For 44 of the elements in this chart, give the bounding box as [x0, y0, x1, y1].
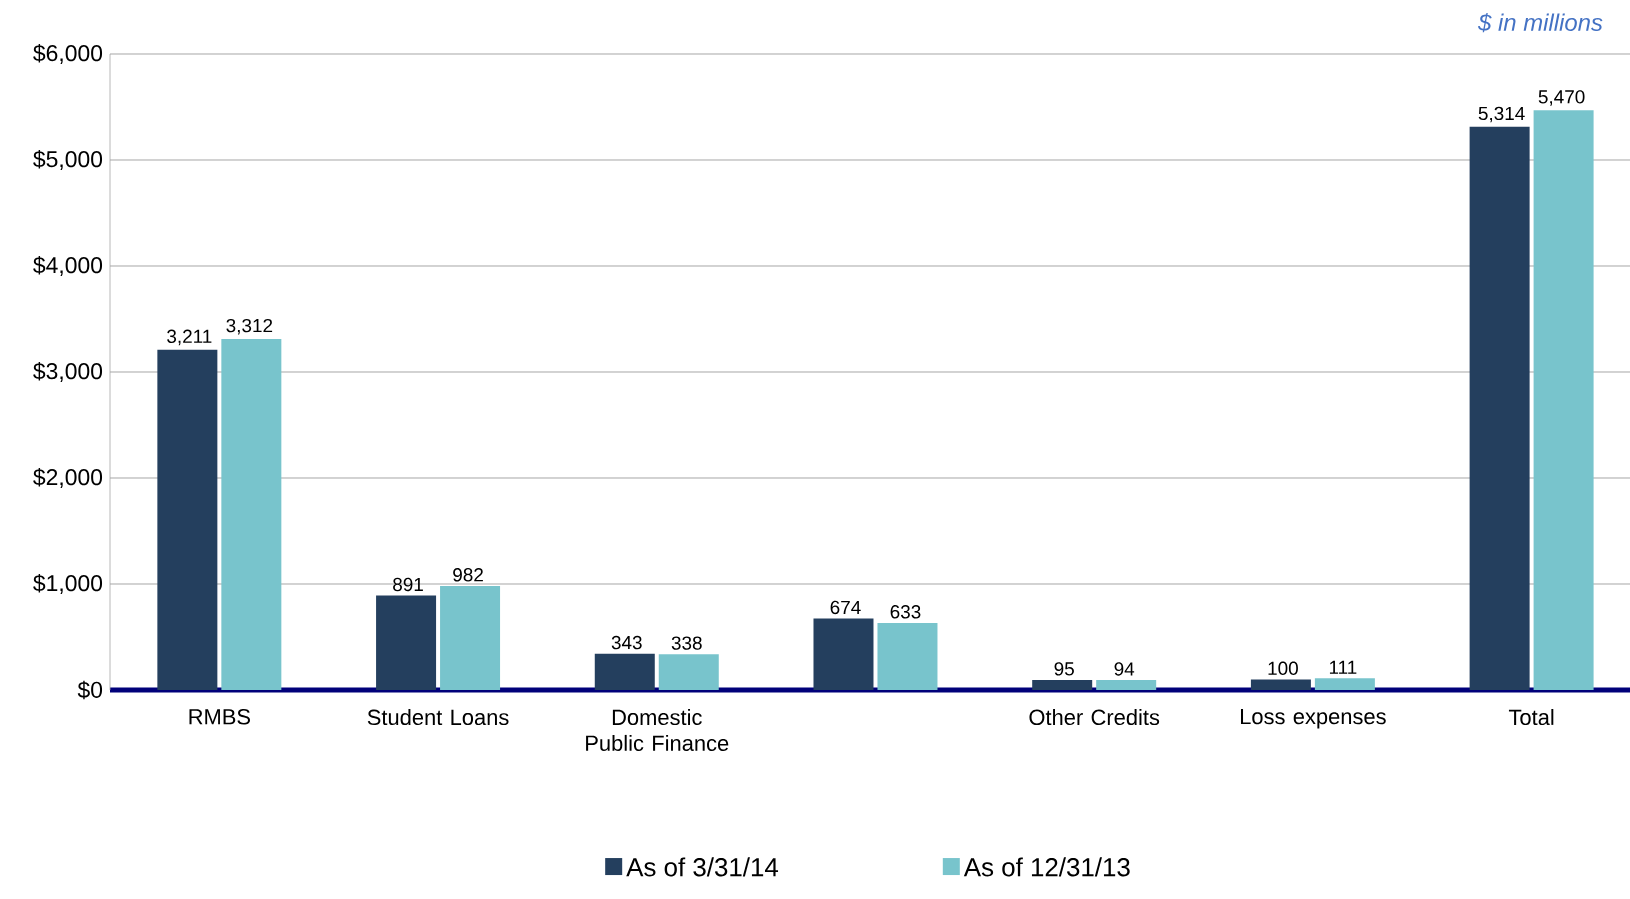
text: $ in millions — [1477, 13, 1603, 33]
legend-label: As of 3/31/14 — [626, 857, 779, 877]
bar — [1032, 679, 1093, 690]
y-tick-label: $3,000 — [33, 362, 103, 382]
data-label: 5,470 — [1538, 90, 1585, 106]
y-tick-label: $4,000 — [33, 256, 103, 276]
bar — [1250, 679, 1311, 690]
bar — [1533, 110, 1594, 690]
y-tick-label: $1,000 — [33, 574, 103, 594]
data-label: 3,211 — [167, 329, 212, 346]
bar — [813, 618, 874, 690]
bar — [594, 653, 655, 690]
bar — [440, 585, 501, 690]
data-label: 5,314 — [1478, 106, 1525, 123]
y-tick-label: $0 — [77, 680, 103, 700]
data-label: 100 — [1268, 661, 1298, 676]
data-label: 891 — [393, 577, 423, 592]
data-label: 674 — [830, 600, 861, 615]
data-label: 343 — [611, 635, 642, 650]
bar — [221, 338, 282, 690]
bar — [376, 595, 437, 690]
bar — [1314, 678, 1375, 690]
x-tick-label: Other Credits — [1029, 709, 1160, 726]
x-tick-label: Student Loans — [367, 709, 509, 726]
y-tick-label: $2,000 — [33, 468, 103, 488]
x-tick-label: Loss expenses — [1240, 709, 1386, 729]
bar — [1469, 126, 1530, 690]
x-tick-label: RMBS — [189, 709, 250, 725]
bar — [877, 622, 938, 690]
x-tick-label: Domestic Public Finance — [586, 709, 729, 751]
data-label: 111 — [1329, 660, 1357, 674]
y-tick-label: $5,000 — [33, 150, 103, 170]
data-label: 338 — [671, 636, 702, 650]
data-label: 633 — [890, 605, 921, 619]
bar — [658, 654, 719, 690]
data-label: 94 — [1114, 662, 1135, 676]
y-tick-label: $6,000 — [33, 44, 103, 64]
data-label: 982 — [453, 568, 483, 582]
bar — [157, 349, 218, 690]
x-tick-label: Total — [1508, 709, 1554, 726]
data-label: 95 — [1054, 662, 1074, 676]
bar — [1096, 680, 1157, 690]
legend-label: As of 12/31/13 — [963, 857, 1130, 877]
data-label: 3,312 — [226, 318, 273, 335]
